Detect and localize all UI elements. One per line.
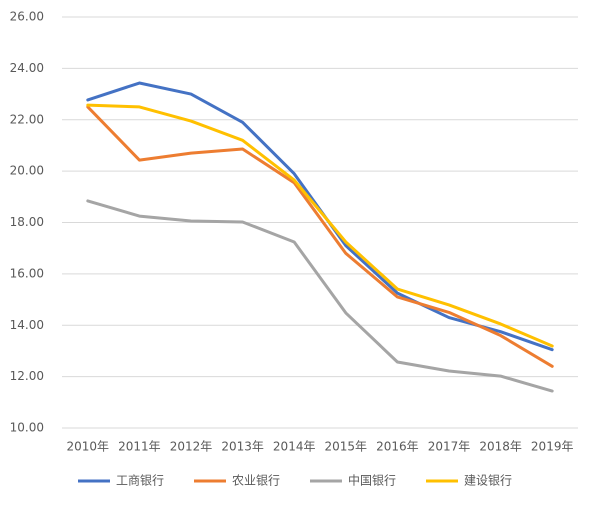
y-tick-label: 16.00	[10, 266, 44, 280]
x-tick-label: 2010年	[67, 440, 110, 454]
data-line	[86, 199, 554, 393]
x-tick-label: 2015年	[325, 440, 368, 454]
y-tick-label: 26.00	[10, 10, 44, 24]
legend-label: 农业银行	[232, 474, 280, 488]
data-line	[86, 105, 554, 368]
x-tick-label: 2013年	[221, 440, 264, 454]
x-tick-label: 2017年	[428, 440, 471, 454]
legend-label: 中国银行	[348, 473, 396, 488]
x-tick-label: 2012年	[170, 440, 213, 454]
y-tick-label: 22.00	[10, 112, 44, 126]
y-tick-label: 14.00	[10, 318, 44, 332]
x-tick-label: 2014年	[273, 440, 316, 454]
x-tick-label: 2018年	[479, 440, 522, 454]
y-tick-label: 12.00	[10, 369, 44, 383]
x-tick-label: 2016年	[376, 440, 419, 454]
legend-label: 工商银行	[116, 473, 164, 488]
data-line	[86, 103, 554, 348]
y-tick-label: 20.00	[10, 164, 44, 178]
y-tick-label: 10.00	[10, 421, 44, 435]
x-tick-label: 2011年	[118, 440, 161, 454]
y-tick-label: 24.00	[10, 61, 44, 75]
y-tick-label: 18.00	[10, 215, 44, 229]
x-tick-label: 2019年	[531, 440, 574, 454]
legend-label: 建设银行	[464, 474, 512, 488]
